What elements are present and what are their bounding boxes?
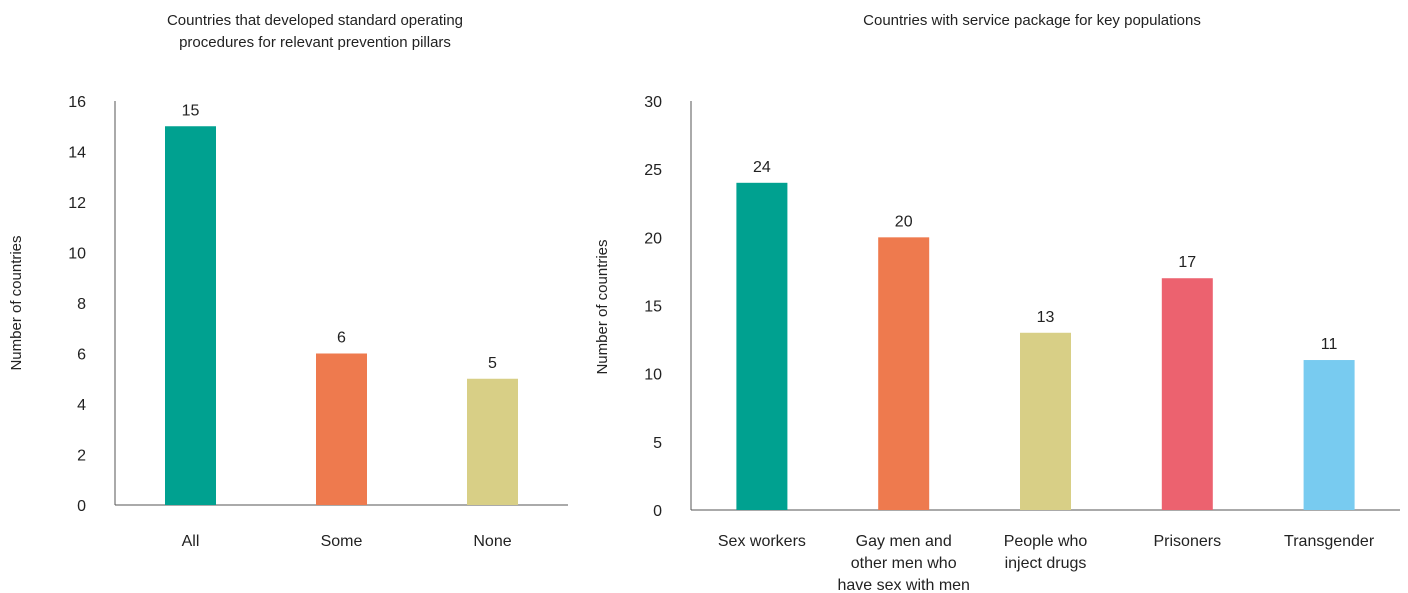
chart-title-line: Countries that developed standard operat… — [167, 12, 463, 29]
x-category-label: Prisoners — [1154, 533, 1222, 550]
y-tick-label: 25 — [644, 162, 662, 179]
bar-value-label: 15 — [182, 102, 200, 119]
y-tick-label: 0 — [653, 503, 662, 520]
chart-title-line: Countries with service package for key p… — [863, 12, 1201, 29]
chart-title-line: procedures for relevant prevention pilla… — [179, 34, 451, 51]
x-category-label: have sex with men — [837, 577, 970, 593]
y-tick-label: 20 — [644, 230, 662, 247]
x-category-label: People who — [1004, 533, 1088, 550]
y-tick-label: 12 — [68, 195, 86, 212]
x-category-label: All — [182, 533, 200, 550]
chart-service-package-key-populations: Countries with service package for key p… — [594, 12, 1400, 593]
y-axis-title: Number of countries — [594, 239, 611, 374]
bar-value-label: 13 — [1037, 309, 1055, 326]
bar-value-label: 5 — [488, 355, 497, 372]
y-tick-label: 10 — [644, 367, 662, 384]
x-category-label: Sex workers — [718, 533, 806, 550]
y-tick-label: 2 — [77, 448, 86, 465]
bar — [1161, 278, 1213, 510]
y-tick-label: 6 — [77, 347, 86, 364]
bar — [467, 378, 518, 505]
y-tick-label: 0 — [77, 498, 86, 515]
y-tick-label: 5 — [653, 435, 662, 452]
bar-value-label: 6 — [337, 330, 346, 347]
bar — [1303, 360, 1355, 510]
x-category-label: Some — [321, 533, 363, 550]
bar — [736, 182, 788, 511]
y-axis-title: Number of countries — [8, 235, 25, 370]
y-tick-label: 14 — [68, 145, 86, 162]
y-tick-label: 15 — [644, 299, 662, 316]
x-category-label: Transgender — [1284, 533, 1375, 550]
x-category-label: inject drugs — [1005, 555, 1087, 572]
y-tick-label: 8 — [77, 296, 86, 313]
y-tick-label: 30 — [644, 94, 662, 111]
bar — [878, 237, 930, 511]
bar-value-label: 11 — [1321, 336, 1338, 353]
y-tick-label: 4 — [77, 397, 86, 414]
bar — [1020, 332, 1071, 510]
bar-value-label: 17 — [1178, 254, 1196, 271]
y-tick-label: 16 — [68, 94, 86, 111]
chart-sop-prevention-pillars: Countries that developed standard operat… — [8, 12, 568, 550]
bar-value-label: 24 — [753, 159, 771, 176]
x-category-label: other men who — [851, 555, 957, 572]
bar — [316, 353, 367, 505]
y-tick-label: 10 — [68, 246, 86, 263]
x-category-label: None — [473, 533, 511, 550]
bar-value-label: 20 — [895, 213, 913, 230]
x-category-label: Gay men and — [856, 533, 952, 550]
bar — [165, 126, 216, 505]
